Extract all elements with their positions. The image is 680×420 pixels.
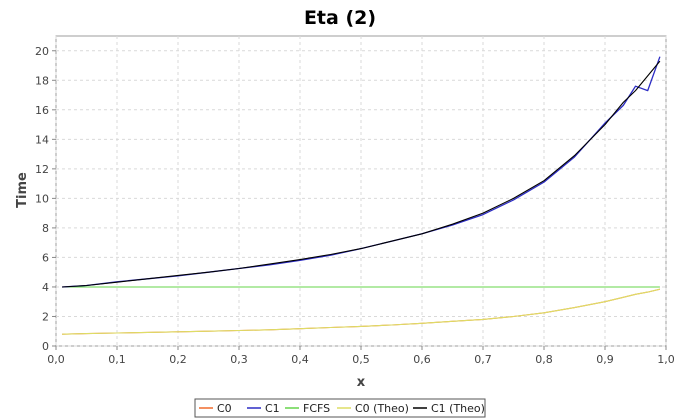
series-line-c1-theo [62, 60, 661, 288]
y-axis-label: Time [15, 172, 30, 208]
legend-item: C1 [265, 402, 280, 415]
x-tick-label: 0,0 [47, 353, 65, 366]
y-axis: 0 2 4 6 8 10 12 14 16 18 20 [35, 45, 56, 353]
y-tick-label: 12 [35, 163, 49, 176]
y-tick-label: 4 [42, 281, 49, 294]
y-tick-label: 8 [42, 222, 49, 235]
chart-title: Eta (2) [304, 7, 376, 29]
y-tick-label: 6 [42, 251, 49, 264]
y-tick-label: 14 [35, 133, 49, 146]
legend-item: C0 (Theo) [355, 402, 409, 415]
y-tick-label: 0 [42, 340, 49, 353]
series-lines [62, 56, 661, 335]
x-axis-label: x [357, 375, 366, 390]
x-tick-label: 0,8 [535, 353, 553, 366]
grid-lines [55, 36, 667, 347]
y-tick-label: 20 [35, 45, 49, 58]
x-tick-label: 0,2 [169, 353, 187, 366]
x-axis: 0,0 0,1 0,2 0,3 0,4 0,5 0,6 0,7 0,8 0,9 1,0 [47, 346, 675, 366]
x-tick-label: 0,6 [413, 353, 431, 366]
legend-item: FCFS [303, 402, 330, 415]
y-tick-label: 10 [35, 192, 49, 205]
series-line-c0-theo [62, 288, 661, 335]
legend-item: C1 (Theo) [431, 402, 485, 415]
legend: C0 C1 FCFS C0 (Theo) C1 (Theo) [194, 398, 486, 418]
x-tick-label: 0,1 [108, 353, 126, 366]
x-tick-label: 0,4 [291, 353, 309, 366]
x-tick-label: 0,3 [230, 353, 248, 366]
x-tick-label: 1,0 [657, 353, 675, 366]
x-tick-label: 0,7 [474, 353, 492, 366]
plot-area [55, 35, 667, 347]
legend-item: C0 [217, 402, 232, 415]
y-tick-label: 16 [35, 104, 49, 117]
x-tick-label: 0,9 [596, 353, 614, 366]
y-tick-label: 18 [35, 74, 49, 87]
x-tick-label: 0,5 [352, 353, 370, 366]
y-tick-label: 2 [42, 310, 49, 323]
